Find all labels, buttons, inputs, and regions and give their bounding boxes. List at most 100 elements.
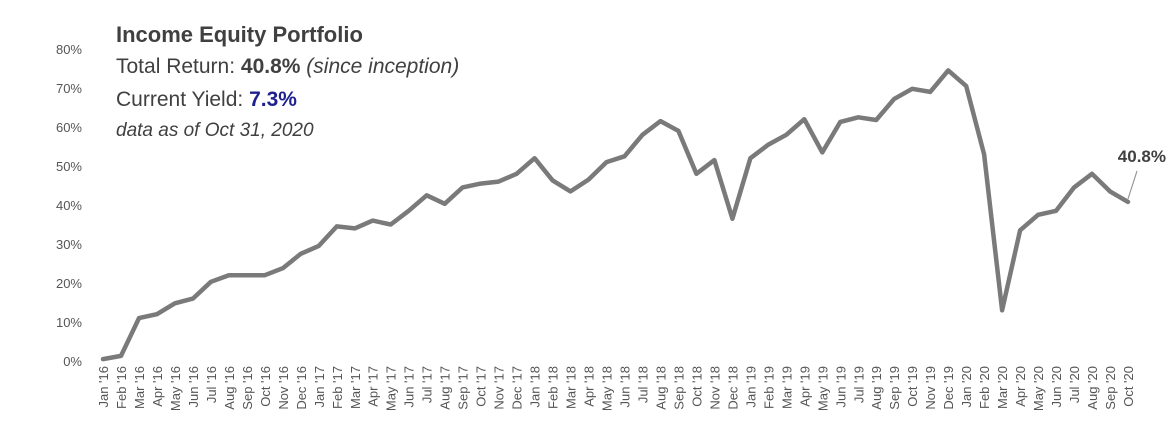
data-point — [1109, 190, 1111, 192]
x-tick-label: Nov '17 — [492, 366, 507, 410]
x-tick-label: Dec '16 — [294, 366, 309, 410]
x-tick-label: Mar '20 — [995, 366, 1010, 409]
data-point — [174, 302, 176, 304]
x-tick-label: May '16 — [168, 366, 183, 411]
data-point — [102, 358, 104, 360]
data-point — [120, 355, 122, 357]
data-point — [282, 267, 284, 269]
x-tick-label: Jul '19 — [851, 366, 866, 403]
x-tick-label: Oct '19 — [905, 366, 920, 407]
x-tick-label: Feb '17 — [330, 366, 345, 409]
data-point — [893, 98, 895, 100]
x-tick-label: Jul '17 — [420, 366, 435, 403]
x-tick-label: Oct '17 — [474, 366, 489, 407]
x-axis: Jan '16 Feb '16 Mar '16 Apr '16 May '16 Jun '… — [96, 366, 1136, 411]
current-yield-label: Current Yield: — [116, 88, 250, 111]
x-tick-label: Dec '19 — [941, 366, 956, 410]
data-point — [588, 179, 589, 181]
x-tick-label: Feb '20 — [977, 366, 992, 409]
x-tick-label: May '18 — [600, 366, 615, 411]
data-point — [336, 225, 338, 227]
y-tick-label: 80% — [56, 42, 82, 57]
data-point — [498, 181, 500, 183]
x-tick-label: Jan '20 — [959, 366, 974, 408]
chart-title: Income Equity Portfolio — [116, 22, 363, 47]
y-axis: 0% 10% 20% 30% 40% 50% 60% 70% 80% — [56, 42, 82, 369]
data-point — [983, 153, 985, 155]
y-tick-label: 30% — [56, 237, 82, 252]
data-point — [695, 173, 697, 175]
x-tick-label: Jun '17 — [402, 366, 417, 408]
data-point — [947, 69, 949, 71]
x-tick-label: Nov '16 — [276, 366, 291, 410]
x-tick-label: Aug '17 — [438, 366, 453, 410]
current-yield-line: Current Yield: 7.3% — [116, 83, 459, 116]
data-point — [408, 210, 410, 212]
series-line — [100, 68, 1131, 362]
y-tick-label: 50% — [56, 159, 82, 174]
data-point — [300, 253, 302, 255]
x-tick-label: Mar '19 — [779, 366, 794, 409]
end-label-leader — [1127, 170, 1138, 200]
x-tick-label: Feb '16 — [114, 366, 129, 409]
y-tick-label: 0% — [63, 354, 82, 369]
data-point — [534, 157, 536, 159]
y-tick-label: 10% — [56, 315, 82, 330]
data-point — [857, 116, 859, 118]
y-tick-label: 60% — [56, 120, 82, 135]
data-point — [480, 183, 482, 185]
data-point — [1127, 201, 1129, 203]
x-tick-label: Dec '18 — [725, 366, 740, 410]
x-tick-label: Sep '16 — [240, 366, 255, 410]
data-point — [372, 220, 374, 222]
x-tick-label: Sep '17 — [456, 366, 471, 410]
x-tick-label: Jul '16 — [204, 366, 219, 403]
chart-header: Income Equity Portfolio Total Return: 40… — [116, 20, 459, 146]
data-point — [731, 218, 733, 220]
data-point — [606, 161, 607, 163]
data-point — [713, 159, 715, 161]
current-yield-value: 7.3% — [249, 88, 297, 111]
x-tick-label: Jan '17 — [312, 366, 327, 408]
x-tick-label: Nov '19 — [923, 366, 938, 410]
x-tick-label: Apr '17 — [366, 366, 381, 407]
x-tick-label: Jun '18 — [617, 366, 632, 408]
y-tick-label: 40% — [56, 198, 82, 213]
x-tick-label: Jun '16 — [186, 366, 201, 408]
data-point — [1037, 214, 1039, 216]
data-point — [803, 118, 805, 120]
x-tick-label: Oct '16 — [258, 366, 273, 407]
x-tick-label: May '20 — [1031, 366, 1046, 411]
x-tick-label: Mar '17 — [348, 366, 363, 409]
x-tick-label: Jul '20 — [1067, 366, 1082, 403]
x-tick-label: Apr '18 — [582, 366, 597, 407]
x-tick-label: Apr '20 — [1013, 366, 1028, 407]
data-point — [749, 157, 751, 159]
data-point — [462, 186, 464, 188]
total-return-label: Total Return: — [116, 55, 241, 78]
x-tick-label: Aug '19 — [869, 366, 884, 410]
total-return-value: 40.8% — [240, 55, 301, 78]
x-tick-label: Jul '18 — [635, 366, 650, 403]
data-point — [210, 281, 212, 283]
data-point — [875, 119, 877, 121]
x-tick-label: Feb '19 — [761, 366, 776, 409]
x-tick-label: Oct '18 — [689, 366, 704, 407]
data-point — [929, 91, 931, 93]
x-tick-label: Sep '20 — [1103, 366, 1118, 410]
data-point — [426, 194, 428, 196]
data-point — [570, 190, 571, 192]
x-tick-label: Jan '19 — [743, 366, 758, 408]
data-point — [228, 274, 230, 276]
data-point — [1073, 186, 1075, 188]
data-point — [642, 134, 643, 136]
data-point — [1001, 309, 1003, 311]
data-point — [839, 121, 841, 123]
total-return-line: Total Return: 40.8% (since inception) — [116, 50, 459, 83]
data-point — [264, 274, 266, 276]
x-tick-label: Nov '18 — [707, 366, 722, 410]
x-tick-label: Sep '19 — [887, 366, 902, 410]
data-point — [318, 245, 320, 247]
x-tick-label: Mar '16 — [132, 366, 147, 409]
